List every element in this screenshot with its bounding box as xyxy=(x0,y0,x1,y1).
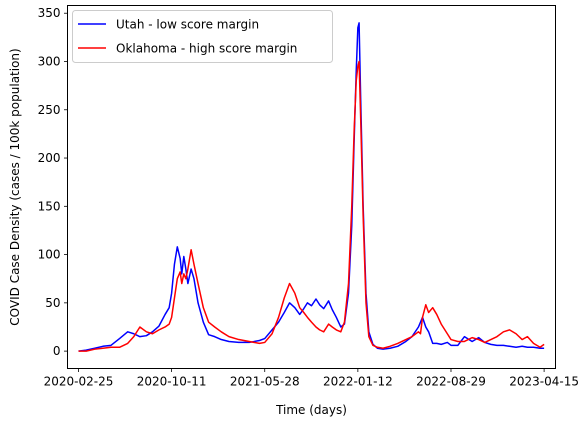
series-line-oklahoma xyxy=(78,60,545,352)
plot-lines xyxy=(78,22,545,352)
y-tick-label: 150 xyxy=(38,199,61,213)
y-tick-label: 300 xyxy=(38,54,61,68)
x-tick-label: 2022-01-12 xyxy=(323,375,393,389)
legend-box xyxy=(72,10,333,63)
y-tick-label: 200 xyxy=(38,151,61,165)
y-axis: 0 50 100 150 200 250 300 350 xyxy=(38,6,68,358)
y-tick-label: 350 xyxy=(38,6,61,20)
x-tick-label: 2021-05-28 xyxy=(230,375,300,389)
y-tick-label: 0 xyxy=(53,344,61,358)
x-tick-label: 2023-04-15 xyxy=(509,375,579,389)
legend-label-utah: Utah - low score margin xyxy=(116,18,259,32)
y-tick-label: 50 xyxy=(45,296,60,310)
plot-frame xyxy=(67,5,556,369)
x-tick-label: 2020-10-11 xyxy=(137,375,207,389)
y-tick-label: 250 xyxy=(38,103,61,117)
legend-label-oklahoma: Oklahoma - high score margin xyxy=(116,42,297,56)
y-tick-label: 100 xyxy=(38,248,61,262)
x-tick-label: 2022-08-29 xyxy=(416,375,486,389)
x-axis-label: Time (days) xyxy=(275,403,347,417)
legend: Utah - low score margin Oklahoma - high … xyxy=(72,10,333,63)
y-axis-label: COVID Case Density (cases / 100k populat… xyxy=(8,48,22,325)
x-tick-label: 2020-02-25 xyxy=(44,375,114,389)
series-line-utah xyxy=(78,22,545,352)
x-axis: 2020-02-25 2020-10-11 2021-05-28 2022-01-12… xyxy=(44,368,579,389)
